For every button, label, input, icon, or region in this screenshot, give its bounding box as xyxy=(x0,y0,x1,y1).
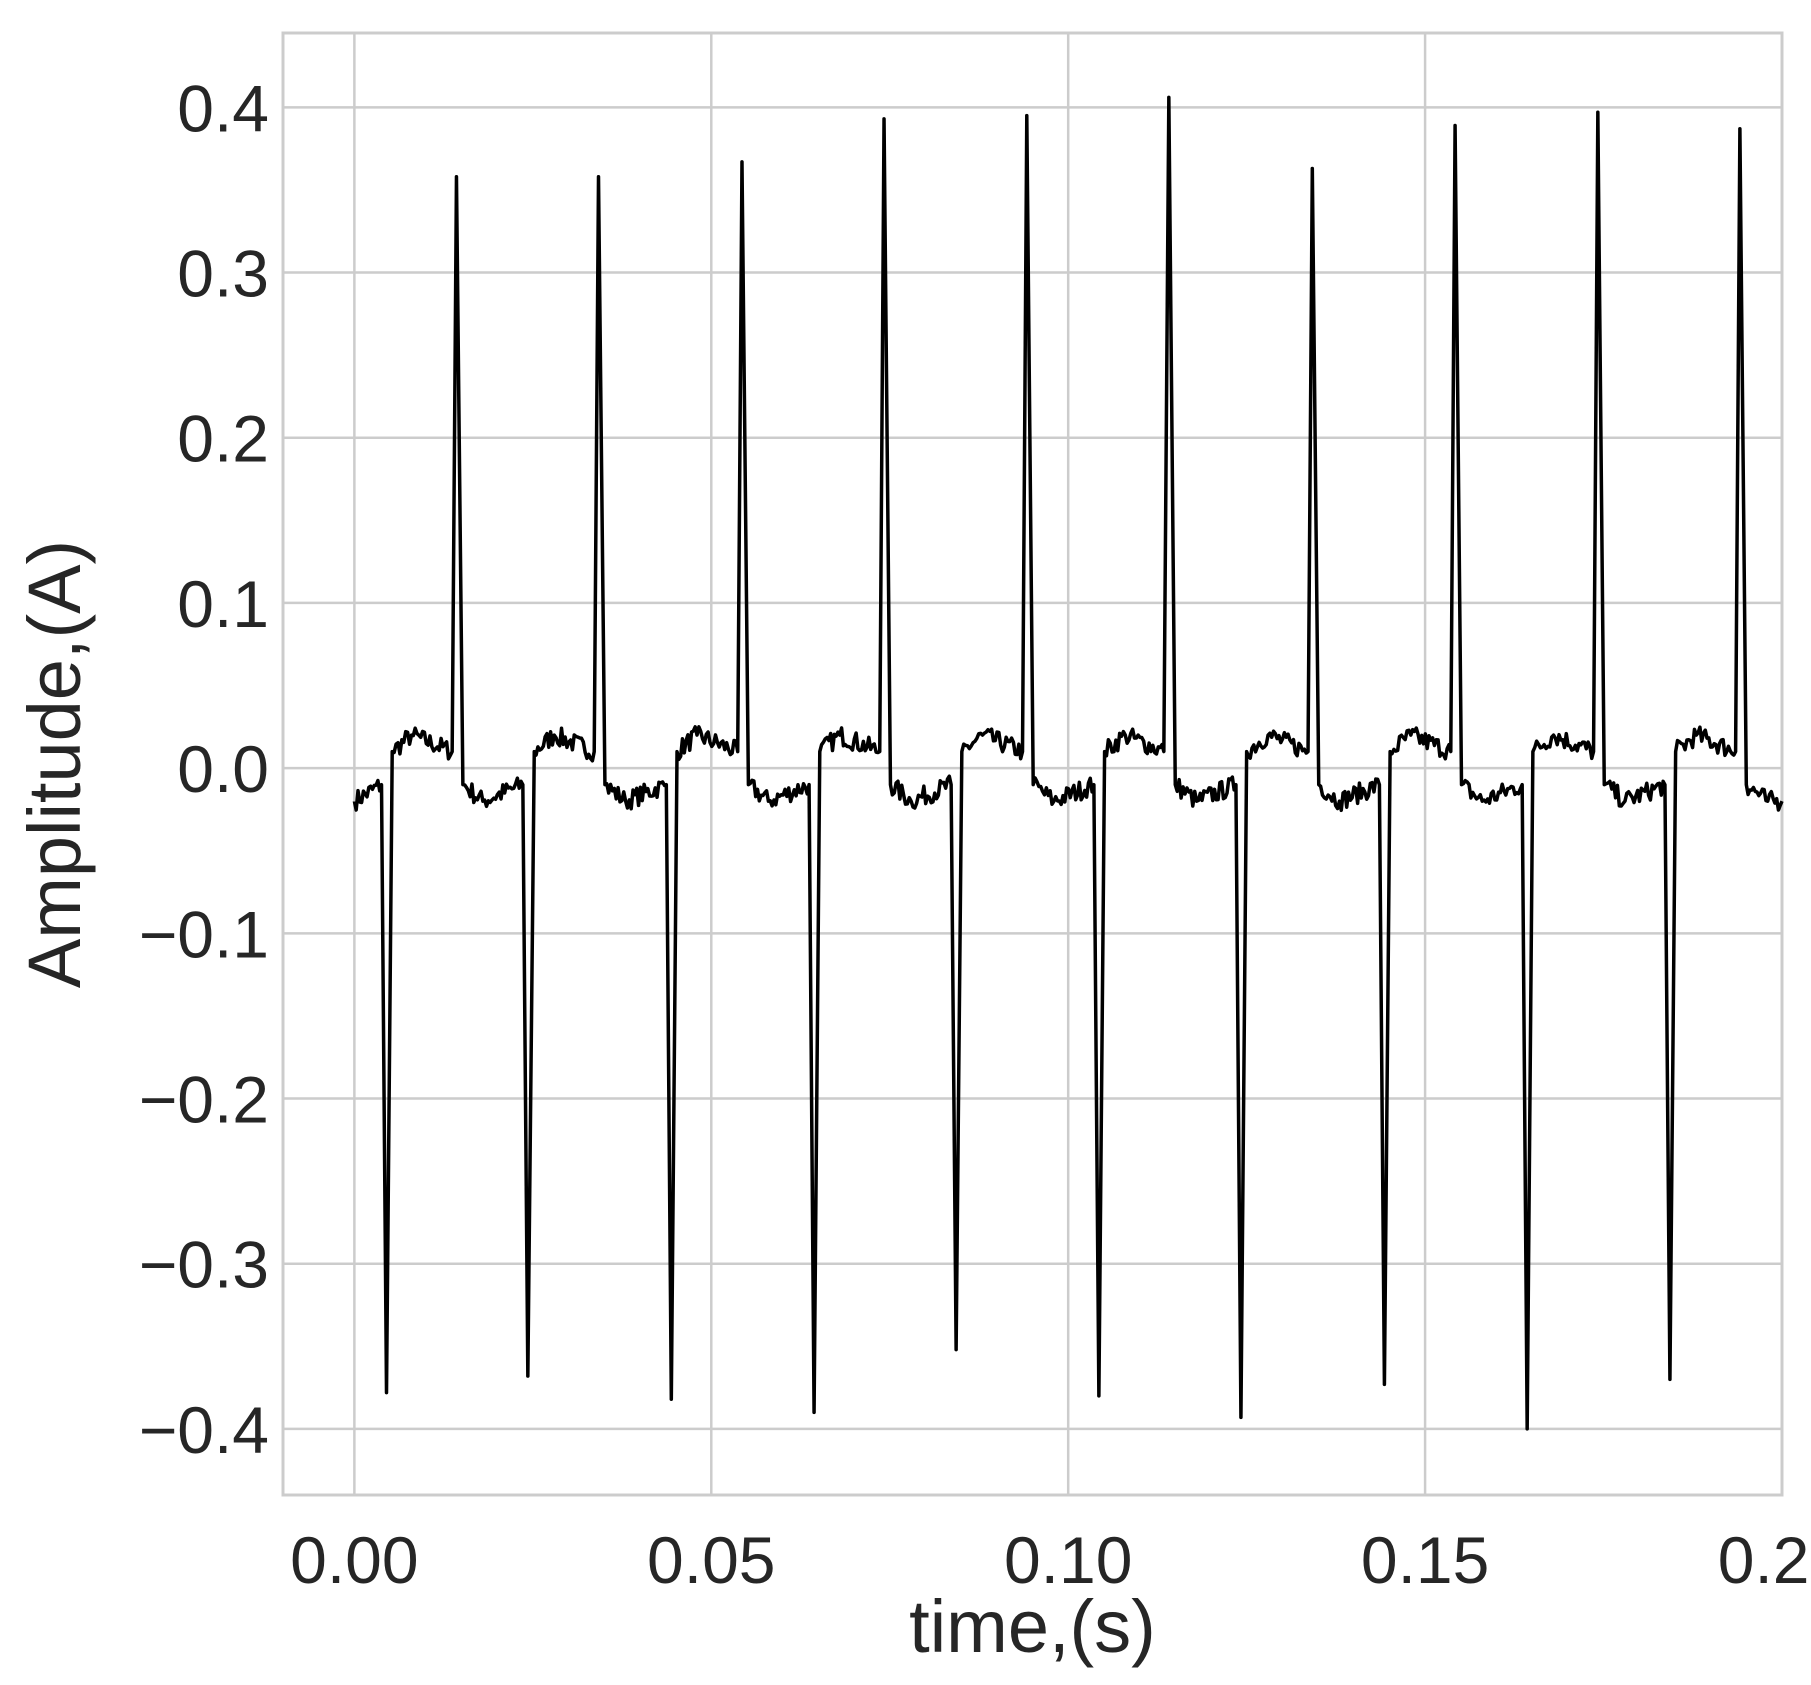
x-tick-label: 0.20 xyxy=(1718,1523,1811,1597)
y-tick-label: −0.4 xyxy=(139,1393,269,1467)
positive-spike-point xyxy=(597,175,601,179)
y-tick-label: 0.3 xyxy=(177,237,269,311)
y-axis-label: Amplitude,(A) xyxy=(13,540,96,988)
y-tick-labels: −0.4 −0.3 −0.2 −0.1 0.0 0.1 0.2 0.3 0.4 xyxy=(139,71,269,1467)
x-tick-label: 0.15 xyxy=(1361,1523,1489,1597)
positive-spike-point xyxy=(1453,124,1457,128)
negative-spike-point xyxy=(1382,1382,1386,1386)
negative-spike-point xyxy=(669,1397,673,1401)
negative-spike-point xyxy=(812,1410,816,1414)
series-line xyxy=(352,95,1784,1431)
positive-spike-point xyxy=(740,160,744,164)
negative-spike-point xyxy=(385,1391,389,1395)
positive-spike-point xyxy=(1596,110,1600,114)
y-tick-label: 0.2 xyxy=(177,402,269,476)
positive-spike-point xyxy=(454,175,458,179)
negative-spike-point xyxy=(1668,1377,1672,1381)
x-tick-label: 0.10 xyxy=(1004,1523,1132,1597)
negative-spike-point xyxy=(1239,1415,1243,1419)
negative-spike-point xyxy=(1525,1427,1529,1431)
x-tick-labels: 0.00 0.05 0.10 0.15 0.20 xyxy=(290,1523,1811,1597)
negative-spike-point xyxy=(1097,1394,1101,1398)
y-tick-label: −0.3 xyxy=(139,1228,269,1302)
y-tick-label: −0.2 xyxy=(139,1063,269,1137)
x-tick-label: 0.00 xyxy=(290,1523,418,1597)
positive-spike-point xyxy=(1310,166,1314,170)
positive-spike-point xyxy=(1167,95,1171,99)
x-axis-label: time,(s) xyxy=(909,1585,1156,1668)
negative-spike-point xyxy=(526,1374,530,1378)
positive-spike-point xyxy=(1025,114,1029,118)
y-tick-label: −0.1 xyxy=(139,897,269,971)
negative-spike-point xyxy=(954,1348,958,1352)
x-tick-label: 0.05 xyxy=(647,1523,775,1597)
plot-frame xyxy=(281,31,1784,1497)
positive-spike-point xyxy=(1738,127,1742,131)
y-tick-label: 0.0 xyxy=(177,732,269,806)
series-layer xyxy=(352,95,1784,1431)
positive-spike-point xyxy=(882,117,886,121)
y-tick-label: 0.4 xyxy=(177,71,269,145)
y-tick-label: 0.1 xyxy=(177,567,269,641)
